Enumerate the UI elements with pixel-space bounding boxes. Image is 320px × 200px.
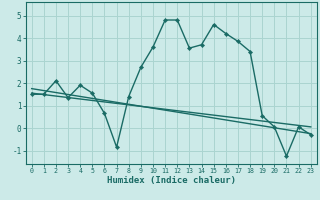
X-axis label: Humidex (Indice chaleur): Humidex (Indice chaleur) <box>107 176 236 185</box>
